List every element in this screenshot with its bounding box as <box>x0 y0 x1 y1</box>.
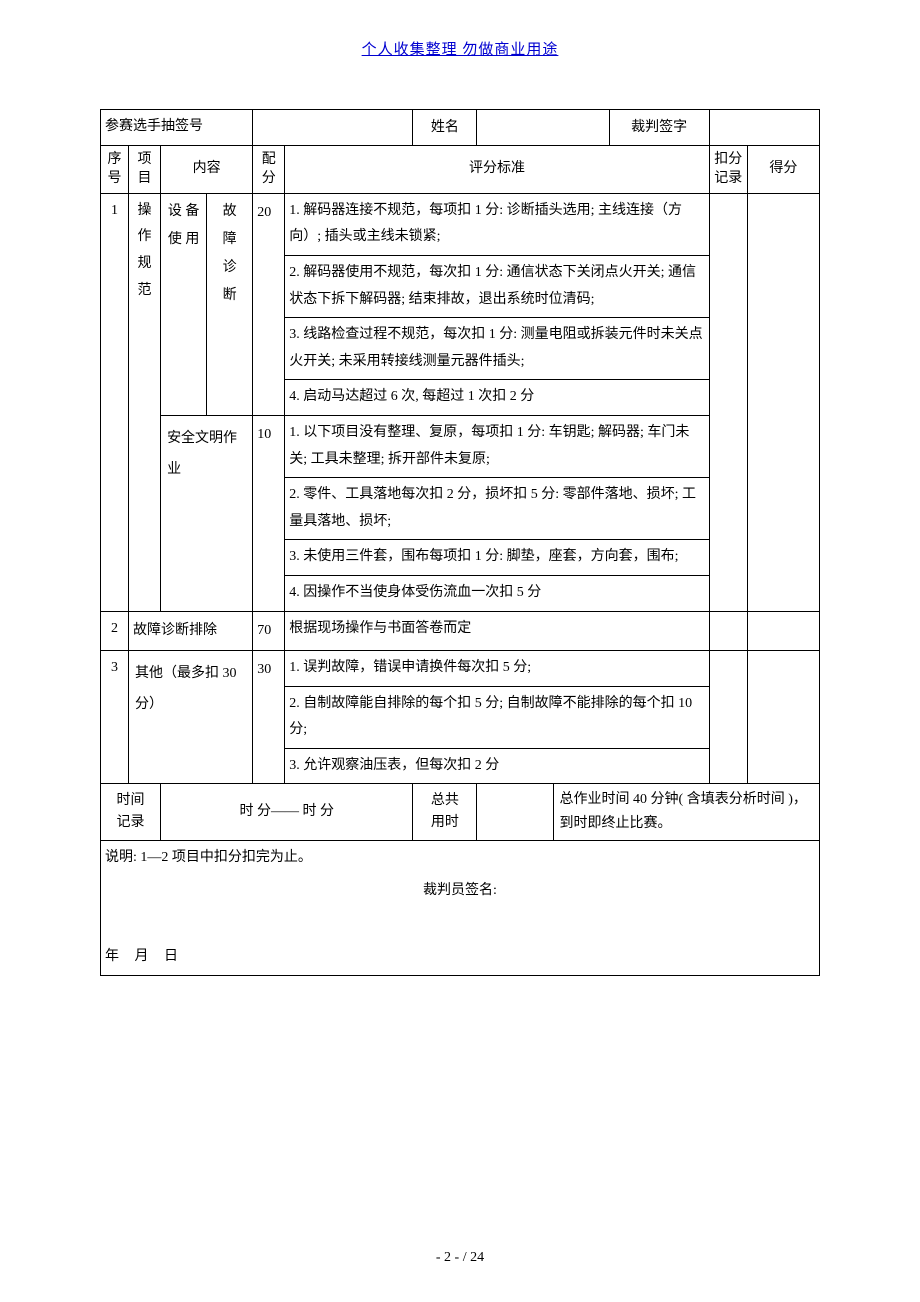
hdr-content: 内容 <box>161 145 253 193</box>
header-watermark: 个人收集整理 勿做商业用途 <box>0 0 920 109</box>
footer-row: 说明: 1—2 项目中扣分扣完为止。 裁判员签名: 年 月 日 <box>101 841 820 976</box>
criteria-3-2: 2. 自制故障能自排除的每个扣 5 分; 自制故障不能排除的每个扣 10 分; <box>285 686 710 748</box>
criteria-1a-3: 3. 线路检查过程不规范，每次扣 1 分: 测量电阻或拆装元件时未关点火开关; … <box>285 318 710 380</box>
name-value <box>477 110 609 146</box>
content-1a-col1: 设 备使 用 <box>161 193 207 415</box>
footer-cell: 说明: 1—2 项目中扣分扣完为止。 裁判员签名: 年 月 日 <box>101 841 820 976</box>
page-number: - 2 - / 24 <box>0 1250 920 1266</box>
seq-1: 1 <box>101 193 129 611</box>
criteria-3-1: 1. 误判故障，错误申请换件每次扣 5 分; <box>285 651 710 687</box>
deduct-3 <box>709 651 747 784</box>
time-total-label: 总共用时 <box>413 784 477 841</box>
contestant-label: 参赛选手抽签号 <box>101 110 253 146</box>
hdr-deduct: 扣分记录 <box>709 145 747 193</box>
table-row: 2 故障诊断排除 70 根据现场操作与书面答卷而定 <box>101 611 820 651</box>
deduct-1 <box>709 193 747 611</box>
criteria-1b-4: 4. 因操作不当使身体受伤流血一次扣 5 分 <box>285 575 710 611</box>
project-3: 其他（最多扣 30 分） <box>129 651 253 784</box>
criteria-1b-2: 2. 零件、工具落地每次扣 2 分，损坏扣 5 分: 零部件落地、损坏; 工量具… <box>285 478 710 540</box>
contestant-value <box>253 110 413 146</box>
score-2 <box>747 611 819 651</box>
time-label: 时间记录 <box>101 784 161 841</box>
time-mid: 时 分—— 时 分 <box>161 784 413 841</box>
criteria-1b-3: 3. 未使用三件套，围布每项扣 1 分: 脚垫，座套，方向套，围布; <box>285 540 710 576</box>
hdr-project: 项目 <box>129 145 161 193</box>
table-row: 1 操作规范 设 备使 用 故障诊断 20 1. 解码器连接不规范，每项扣 1 … <box>101 193 820 255</box>
judge-sign-value <box>709 110 819 146</box>
date-line: 年 月 日 <box>105 904 815 971</box>
name-label: 姓名 <box>413 110 477 146</box>
seq-3: 3 <box>101 651 129 784</box>
seq-2: 2 <box>101 611 129 651</box>
hdr-score: 得分 <box>747 145 819 193</box>
alloc-1b: 10 <box>253 415 285 611</box>
criteria-1a-1: 1. 解码器连接不规范，每项扣 1 分: 诊断插头选用; 主线连接（方向）; 插… <box>285 193 710 255</box>
content-1b: 安全文明作业 <box>161 415 253 611</box>
header-link-text: 个人收集整理 勿做商业用途 <box>362 42 559 58</box>
alloc-1a: 20 <box>253 193 285 415</box>
hdr-seq: 序号 <box>101 145 129 193</box>
criteria-1a-4: 4. 启动马达超过 6 次, 每超过 1 次扣 2 分 <box>285 380 710 416</box>
scoring-table: 参赛选手抽签号 姓名 裁判签字 序号 项目 内容 配分 评分标准 扣分记录 得分… <box>100 109 820 976</box>
time-total-value <box>477 784 553 841</box>
score-1 <box>747 193 819 611</box>
criteria-1a-2: 2. 解码器使用不规范，每次扣 1 分: 通信状态下关闭点火开关; 通信状态下拆… <box>285 255 710 317</box>
table-row: 3 其他（最多扣 30 分） 30 1. 误判故障，错误申请换件每次扣 5 分; <box>101 651 820 687</box>
alloc-2: 70 <box>253 611 285 651</box>
header-row: 序号 项目 内容 配分 评分标准 扣分记录 得分 <box>101 145 820 193</box>
time-row: 时间记录 时 分—— 时 分 总共用时 总作业时间 40 分钟( 含填表分析时间… <box>101 784 820 841</box>
hdr-criteria: 评分标准 <box>285 145 710 193</box>
criteria-3-3: 3. 允许观察油压表，但每次扣 2 分 <box>285 748 710 784</box>
footer-note-text: 说明: 1—2 项目中扣分扣完为止。 <box>105 845 815 872</box>
alloc-3: 30 <box>253 651 285 784</box>
criteria-2-1: 根据现场操作与书面答卷而定 <box>285 611 710 651</box>
time-note: 总作业时间 40 分钟( 含填表分析时间 )，到时即终止比赛。 <box>553 784 819 841</box>
judge-signature-label: 裁判员签名: <box>105 872 815 905</box>
project-2: 故障诊断排除 <box>129 611 253 651</box>
info-row: 参赛选手抽签号 姓名 裁判签字 <box>101 110 820 146</box>
score-3 <box>747 651 819 784</box>
project-1: 操作规范 <box>129 193 161 611</box>
deduct-2 <box>709 611 747 651</box>
judge-sign-label: 裁判签字 <box>609 110 709 146</box>
hdr-alloc: 配分 <box>253 145 285 193</box>
content-1a-col2: 故障诊断 <box>207 193 253 415</box>
criteria-1b-1: 1. 以下项目没有整理、复原，每项扣 1 分: 车钥匙; 解码器; 车门未关; … <box>285 415 710 477</box>
